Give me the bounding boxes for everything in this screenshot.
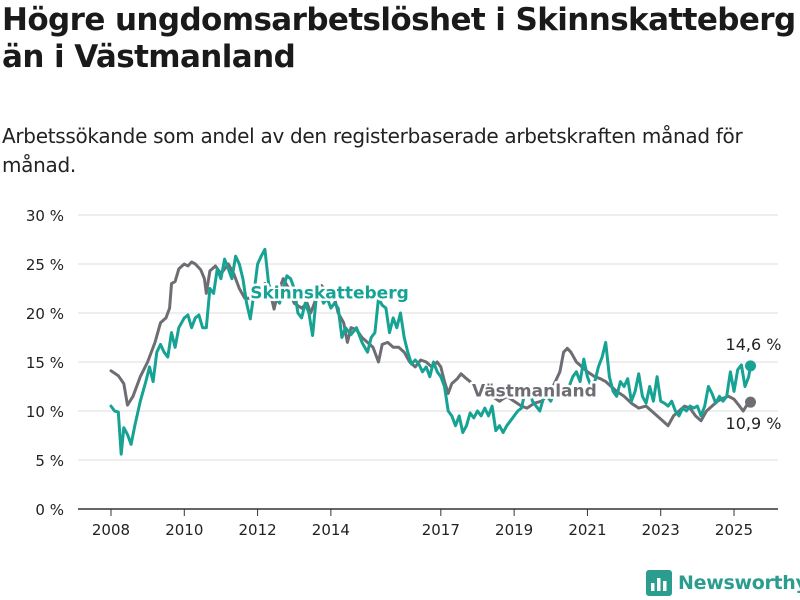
y-tick-label: 10 %	[26, 403, 64, 421]
y-tick-label: 5 %	[35, 452, 64, 470]
x-axis: 2008 2010 2012 2014 2017 2019 2021 2023 2025	[92, 509, 753, 539]
series-end-dot-skinnskatteberg	[745, 360, 757, 372]
x-tick-label: 2021	[568, 521, 606, 539]
grid-layer: 0 % 5 % 10 % 15 % 20 % 25 % 30 %	[26, 207, 778, 519]
x-tick-label: 2008	[92, 521, 130, 539]
y-tick-label: 15 %	[26, 354, 64, 372]
y-tick-label: 25 %	[26, 256, 64, 274]
series-end-label-skinnskatteberg: 14,6 %	[726, 335, 782, 354]
brand-name: Newsworthy	[678, 572, 800, 594]
series-label-vstmanland: Västmanland	[472, 381, 597, 401]
series-layer	[109, 247, 757, 456]
x-tick-label: 2012	[238, 521, 276, 539]
brand-logo: Newsworthy	[646, 570, 800, 596]
x-tick-label: 2017	[422, 521, 460, 539]
y-tick-label: 0 %	[35, 501, 64, 519]
x-tick-label: 2023	[642, 521, 680, 539]
page-title: Högre ungdomsarbetslöshet i Skinnskatteb…	[2, 2, 796, 75]
x-tick-label: 2010	[165, 521, 203, 539]
bar-chart-logo-icon	[646, 570, 672, 596]
x-tick-label: 2014	[312, 521, 350, 539]
y-tick-label: 30 %	[26, 207, 64, 225]
series-line-skinnskatteberg	[109, 247, 752, 456]
x-tick-label: 2019	[495, 521, 533, 539]
y-tick-label: 20 %	[26, 305, 64, 323]
series-end-dot-vstmanland	[745, 396, 757, 408]
x-tick-label: 2025	[715, 521, 753, 539]
page-subtitle: Arbetssökande som andel av den registerb…	[2, 124, 743, 177]
series-end-label-vstmanland: 10,9 %	[726, 414, 782, 433]
label-layer: 10,9 % 14,6 % Skinnskatteberg Västmanland	[248, 281, 782, 433]
series-label-skinnskatteberg: Skinnskatteberg	[250, 283, 409, 303]
